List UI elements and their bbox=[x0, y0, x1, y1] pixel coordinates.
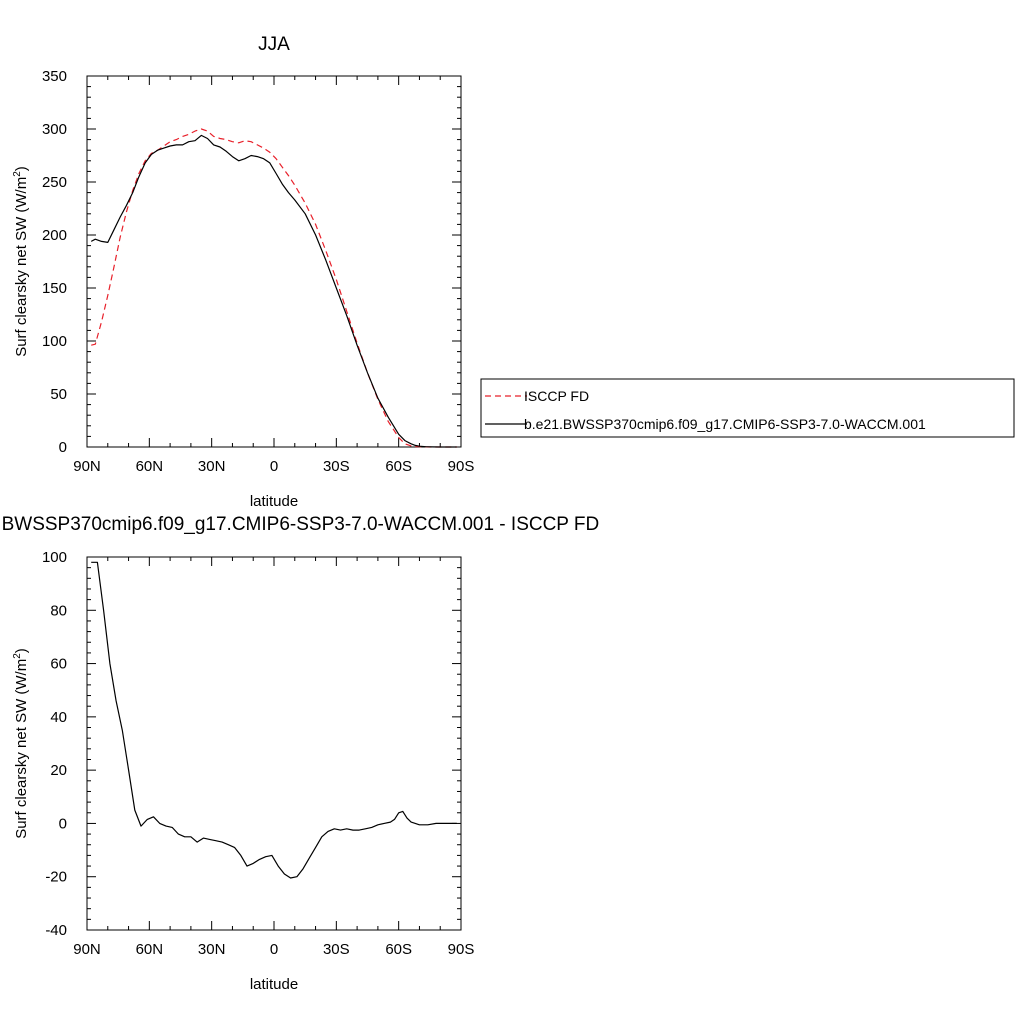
x-tick-label: 60N bbox=[136, 458, 164, 475]
legend-box bbox=[480, 378, 1015, 438]
y-tick-label: -40 bbox=[45, 922, 67, 939]
x-tick-label: 90S bbox=[448, 458, 475, 475]
x-axis-label: latitude bbox=[250, 493, 298, 510]
x-tick-label: 30N bbox=[198, 941, 226, 958]
y-tick-label: -20 bbox=[45, 869, 67, 886]
plot-frame bbox=[86, 556, 462, 931]
y-axis-label: Surf clearsky net SW (W/m2) bbox=[12, 648, 30, 839]
legend-label-1: ISCCP FD bbox=[524, 388, 589, 404]
x-tick-label: 0 bbox=[270, 458, 278, 475]
y-tick-label: 80 bbox=[50, 602, 67, 619]
series-line-2 bbox=[90, 134, 457, 448]
y-tick-label: 150 bbox=[42, 280, 67, 297]
x-tick-label: 90N bbox=[73, 941, 101, 958]
chart-title: JJA bbox=[258, 34, 290, 55]
x-tick-label: 30S bbox=[323, 941, 350, 958]
series-line-1 bbox=[91, 128, 457, 448]
y-tick-label: 20 bbox=[50, 762, 67, 779]
y-tick-label: 60 bbox=[50, 656, 67, 673]
x-tick-label: 60S bbox=[385, 941, 412, 958]
x-tick-label: 0 bbox=[270, 941, 278, 958]
chart-title: b.e21.BWSSP370cmip6.f09_g17.CMIP6-SSP3-7… bbox=[0, 514, 599, 535]
plot-frame bbox=[86, 75, 462, 448]
x-tick-label: 60N bbox=[136, 941, 164, 958]
y-tick-label: 350 bbox=[42, 68, 67, 85]
y-tick-label: 200 bbox=[42, 227, 67, 244]
legend-label-2: b.e21.BWSSP370cmip6.f09_g17.CMIP6-SSP3-7… bbox=[524, 416, 926, 432]
series-line-1 bbox=[91, 561, 457, 879]
chart-panel-1: JJA 90N 60N 30N 0 30S 60S 90S 0 50 100 150 200 250 300… bbox=[12, 34, 1015, 510]
x-tick-label: 90S bbox=[448, 941, 475, 958]
x-tick-label: 30S bbox=[323, 458, 350, 475]
y-tick-label: 250 bbox=[42, 174, 67, 191]
x-tick-label: 30N bbox=[198, 458, 226, 475]
y-tick-label: 0 bbox=[59, 815, 67, 832]
chart-panel-2: b.e21.BWSSP370cmip6.f09_g17.CMIP6-SSP3-7… bbox=[0, 514, 599, 993]
x-axis-label: latitude bbox=[250, 976, 298, 993]
legend: ISCCP FD b.e21.BWSSP370cmip6.f09_g17.CMIP… bbox=[480, 378, 1015, 438]
y-tick-label: 40 bbox=[50, 709, 67, 726]
y-axis-label: Surf clearsky net SW (W/m2) bbox=[12, 166, 30, 357]
y-tick-label: 50 bbox=[50, 386, 67, 403]
y-tick-label: 100 bbox=[42, 549, 67, 566]
x-tick-label: 90N bbox=[73, 458, 101, 475]
y-tick-label: 0 bbox=[59, 439, 67, 456]
y-tick-label: 100 bbox=[42, 333, 67, 350]
y-tick-label: 300 bbox=[42, 121, 67, 138]
x-tick-label: 60S bbox=[385, 458, 412, 475]
